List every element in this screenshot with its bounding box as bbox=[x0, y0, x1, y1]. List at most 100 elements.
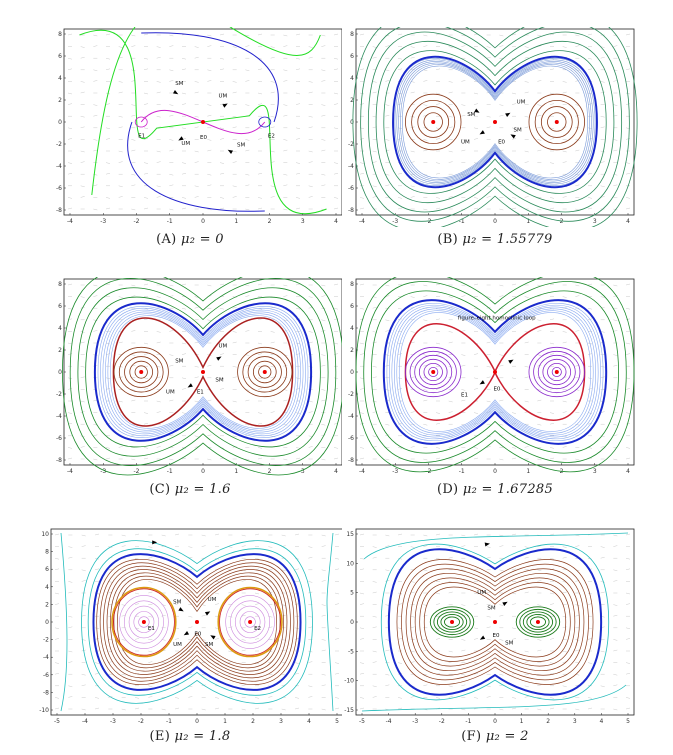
flow-arrow bbox=[510, 134, 516, 139]
equilibrium bbox=[450, 620, 455, 624]
caption-tag: (F) bbox=[461, 729, 482, 744]
x-tick-label: -2 bbox=[426, 218, 432, 225]
y-tick-label: 6 bbox=[350, 53, 354, 60]
caption-eq: μ₂ = 2 bbox=[485, 729, 529, 744]
x-tick-label: 3 bbox=[593, 218, 597, 225]
x-tick-label: -3 bbox=[100, 218, 106, 225]
y-tick-label: -4 bbox=[56, 413, 62, 420]
orbit-limit bbox=[110, 315, 296, 429]
y-tick-label: 6 bbox=[58, 53, 62, 60]
phase-plot-f: -5 -4 -3 -2 -1 0 1 2 3 4 5 15 10 5 0 -5 -10 -15 SM UM E0 SM bbox=[342, 527, 638, 727]
plot-label: E1 bbox=[197, 390, 204, 396]
orbit-inner bbox=[540, 106, 573, 138]
caption-tag: (B) bbox=[437, 232, 458, 247]
orbit-inner bbox=[247, 356, 282, 388]
homoclinic bbox=[112, 588, 175, 656]
orbit-outer bbox=[60, 532, 68, 712]
orbit-inner bbox=[128, 605, 160, 639]
orbit-middle bbox=[396, 559, 594, 685]
plot-label: E1 bbox=[138, 133, 145, 139]
caption-tag: (A) bbox=[156, 232, 177, 247]
orbit-inner bbox=[542, 358, 572, 386]
y-tick-label: 8 bbox=[350, 281, 354, 288]
y-tick-label: 6 bbox=[45, 566, 49, 573]
equilibrium bbox=[554, 370, 559, 374]
plot-label: SM bbox=[215, 377, 223, 383]
equilibrium-E0 bbox=[201, 370, 205, 374]
caption-b: (B) μ₂ = 1.55779 bbox=[330, 232, 660, 247]
x-tick-label: 1 bbox=[223, 718, 227, 725]
x-tick-label: 2 bbox=[268, 468, 272, 475]
plot-label: E0 bbox=[200, 135, 207, 141]
y-tick-label: 2 bbox=[350, 97, 354, 104]
flow-arrow bbox=[227, 149, 234, 155]
x-tick-label: -1 bbox=[167, 468, 173, 475]
flow-arrow bbox=[172, 89, 179, 95]
y-tick-label: 0 bbox=[58, 119, 62, 126]
orbit-outer bbox=[85, 296, 321, 448]
x-tick-label: -2 bbox=[138, 718, 144, 725]
y-tick-label: 8 bbox=[58, 31, 62, 38]
y-tick-label: -2 bbox=[56, 141, 62, 148]
caption-eq: μ₂ = 1.55779 bbox=[462, 232, 553, 247]
y-tick-label: -6 bbox=[56, 435, 62, 442]
limit-cycle bbox=[92, 553, 302, 691]
y-tick-label: -4 bbox=[43, 654, 49, 661]
x-tick-label: -2 bbox=[439, 718, 445, 725]
orbit-limit bbox=[400, 64, 590, 180]
y-tick-label: 15 bbox=[346, 531, 354, 538]
x-tick-label: 1 bbox=[526, 468, 530, 475]
orbit-outer bbox=[367, 31, 623, 213]
y-tick-label: -8 bbox=[348, 207, 354, 214]
y-tick-label: -8 bbox=[56, 207, 62, 214]
orbit-inner bbox=[133, 611, 155, 633]
orbit-inner bbox=[522, 611, 554, 633]
y-tick-label: 5 bbox=[350, 590, 354, 597]
orbit-inner bbox=[237, 346, 293, 398]
orbit-limit bbox=[394, 59, 596, 185]
orbit-inner bbox=[433, 608, 471, 636]
orbit-middle bbox=[423, 586, 567, 658]
spiral bbox=[134, 116, 148, 128]
x-tick-label: 0 bbox=[201, 218, 205, 225]
caption-tag: (E) bbox=[149, 729, 171, 744]
orbit-limit bbox=[105, 311, 301, 433]
plot-label: UM bbox=[166, 390, 175, 396]
orbit-middle bbox=[117, 579, 277, 665]
x-tick-label: 0 bbox=[201, 468, 205, 475]
orbit-middle bbox=[113, 575, 281, 669]
orbit-middle bbox=[419, 582, 571, 662]
orbit-inner bbox=[234, 605, 266, 639]
orbit-outer bbox=[363, 281, 627, 463]
x-tick-label: 1 bbox=[526, 218, 530, 225]
orbit-inner bbox=[239, 611, 261, 633]
y-tick-label: 0 bbox=[350, 619, 354, 626]
plot-label: E0 bbox=[498, 140, 505, 146]
x-tick-label: 2 bbox=[268, 218, 272, 225]
orbit-inner bbox=[428, 366, 439, 378]
orbit-outer bbox=[363, 532, 629, 560]
y-tick-label: 4 bbox=[350, 75, 354, 82]
orbit-middle bbox=[96, 558, 298, 686]
plot-label: E0 bbox=[493, 387, 500, 393]
orbit-outer bbox=[326, 532, 334, 712]
plot-label: E1 bbox=[148, 626, 155, 632]
plot-label: SM bbox=[205, 642, 213, 648]
x-tick-label: 3 bbox=[301, 468, 305, 475]
plot-label: UM bbox=[173, 642, 182, 648]
plot-label: SM bbox=[514, 127, 522, 133]
plot-label: E1 bbox=[461, 393, 468, 399]
limit-cycle bbox=[93, 302, 313, 442]
x-tick-label: -3 bbox=[392, 468, 398, 475]
orbit-outer bbox=[375, 41, 615, 203]
flow-arrow bbox=[204, 611, 211, 616]
x-tick-label: 4 bbox=[307, 718, 311, 725]
y-tick-label: -8 bbox=[56, 457, 62, 464]
x-tick-label: 2 bbox=[251, 718, 255, 725]
flow-arrow bbox=[479, 380, 485, 385]
orbit-limit bbox=[396, 310, 594, 434]
x-tick-label: 4 bbox=[334, 468, 338, 475]
x-tick-label: 4 bbox=[626, 218, 630, 225]
homoclinic bbox=[112, 317, 294, 427]
flow-arrow bbox=[505, 112, 511, 117]
